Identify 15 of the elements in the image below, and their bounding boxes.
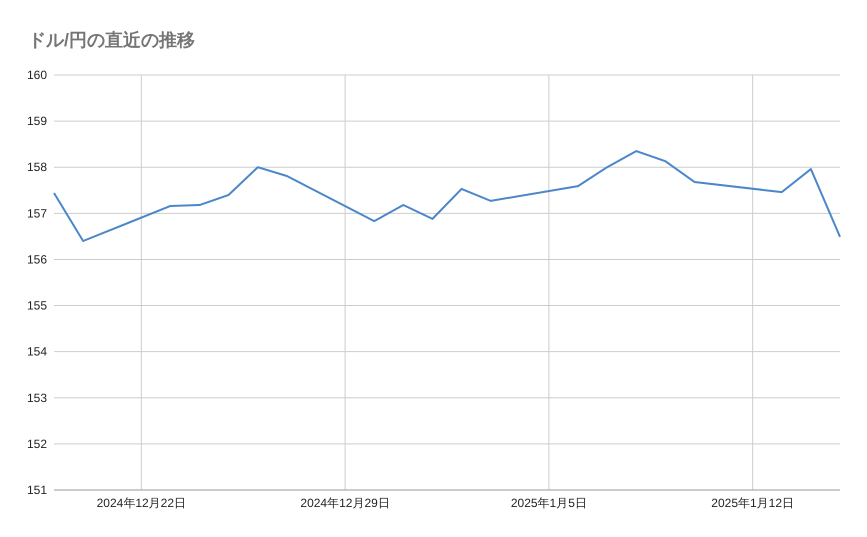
y-tick-label: 152 [26, 436, 48, 451]
y-tick-label: 156 [26, 252, 48, 266]
y-tick-label: 155 [26, 298, 48, 313]
y-tick-label: 154 [26, 344, 48, 359]
y-tick-label: 160 [26, 68, 48, 82]
y-tick-label: 151 [26, 483, 48, 497]
y-tick-label: 157 [26, 206, 48, 220]
chart-title: ドル/円の直近の推移 [28, 30, 196, 50]
x-tick-label: 2025年1月5日 [510, 496, 587, 510]
x-tick-label: 2024年12月29日 [300, 496, 390, 510]
y-tick-label: 153 [26, 390, 48, 405]
y-tick-label: 159 [26, 114, 48, 128]
x-tick-label: 2025年1月12日 [711, 496, 794, 510]
x-tick-label: 2024年12月22日 [96, 496, 186, 510]
y-tick-label: 158 [26, 160, 48, 174]
